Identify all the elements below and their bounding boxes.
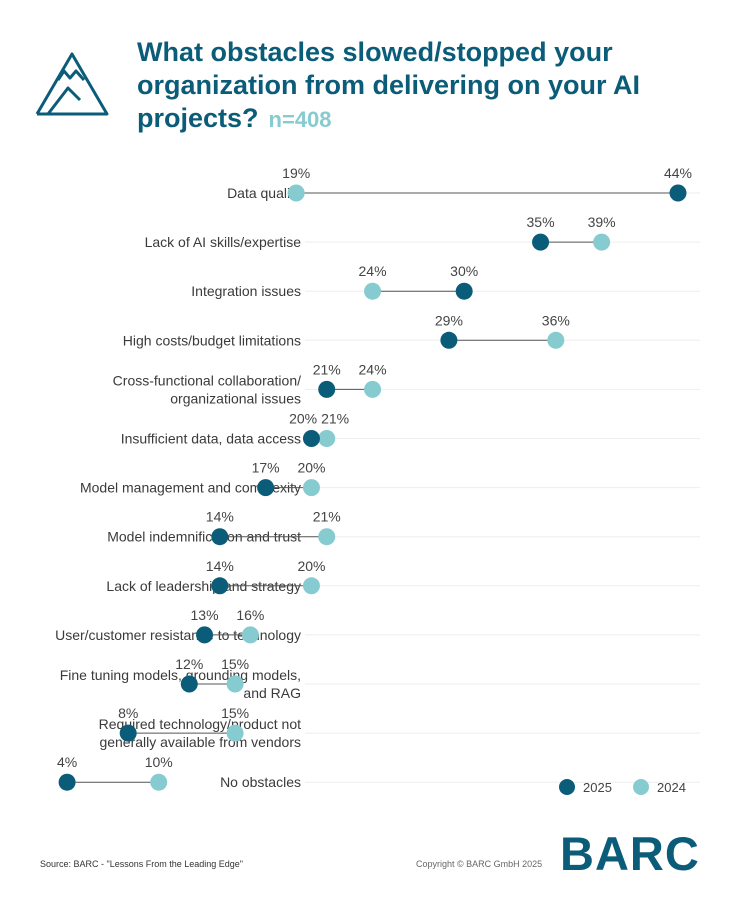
category-label: No obstacles [220, 774, 301, 790]
value-label-2024: 16% [236, 607, 264, 623]
value-label-2024: 10% [145, 754, 173, 770]
value-label-2025: 21% [313, 361, 341, 377]
category-label: User/customer resistance to technology [55, 627, 301, 643]
category-label: Model indemnification and trust [107, 529, 301, 545]
dot-plot-chart: Data quality 44% 19% Lack of AI skills/expe… [55, 165, 700, 795]
dot-2025 [119, 724, 137, 742]
barc-logo: BARC [560, 827, 700, 880]
category-label: Data quality [227, 185, 301, 201]
dot-2024 [547, 331, 565, 349]
value-label-2025: 8% [118, 705, 138, 721]
category-label: Cross-functional collaboration/organizat… [113, 372, 301, 406]
dot-2025 [532, 233, 550, 251]
value-label-2025: 29% [435, 312, 463, 328]
category-label: Fine tuning models, grounding models, and… [60, 667, 301, 701]
category-label: Lack of leadership and strategy [106, 578, 301, 594]
value-label-2024: 36% [542, 312, 570, 328]
dot-2025 [302, 430, 320, 447]
dot-2025 [211, 577, 229, 595]
dot-2025 [196, 626, 214, 644]
dot-2025 [669, 184, 687, 202]
dot-2025 [211, 528, 229, 546]
legend-dot-2025 [559, 779, 575, 795]
dot-2025 [58, 773, 76, 791]
value-label-2024: 24% [359, 361, 387, 377]
dot-2024 [364, 282, 382, 300]
dot-2025 [318, 380, 336, 398]
category-label: High costs/budget limitations [123, 332, 301, 348]
dot-2025 [440, 331, 458, 349]
copyright-note: Copyright © BARC GmbH 2025 [416, 859, 543, 869]
value-label-2025: 17% [252, 460, 280, 476]
value-label-2025: 44% [664, 165, 692, 181]
dot-2024 [593, 233, 611, 251]
title-text: What obstacles slowed/stopped your organ… [137, 37, 641, 133]
mountain-logo-icon [35, 52, 109, 116]
dot-2024 [150, 773, 168, 791]
source-note: Source: BARC - "Lessons From the Leading… [40, 859, 243, 869]
value-label-2024: 15% [221, 656, 249, 672]
legend-dot-2024 [633, 779, 649, 795]
value-label-2024: 21% [321, 411, 349, 427]
legend-label-2024: 2024 [657, 780, 686, 795]
category-label: Insufficient data, data access [121, 431, 301, 447]
legend-label-2025: 2025 [583, 780, 612, 795]
value-label-2025: 14% [206, 558, 234, 574]
value-label-2025: 35% [527, 214, 555, 230]
dot-2024 [318, 430, 336, 447]
category-label: Required technology/product not generally… [99, 716, 301, 750]
dot-2024 [287, 184, 305, 202]
value-label-2025: 13% [191, 607, 219, 623]
value-label-2024: 15% [221, 705, 249, 721]
dot-2024 [226, 724, 244, 742]
value-label-2025: 14% [206, 509, 234, 525]
dot-2024 [302, 577, 320, 595]
value-label-2024: 20% [297, 558, 325, 574]
dot-2024 [364, 380, 382, 398]
dot-2025 [257, 479, 275, 497]
category-label: Integration issues [191, 283, 301, 299]
dot-2024 [318, 528, 336, 546]
value-label-2024: 39% [588, 214, 616, 230]
dot-2024 [226, 675, 244, 693]
value-label-2025: 4% [57, 754, 77, 770]
value-label-2025: 20% [289, 411, 317, 427]
value-label-2025: 30% [450, 263, 478, 279]
value-label-2024: 19% [282, 165, 310, 181]
dot-2025 [180, 675, 198, 693]
category-label: Model management and complexity [80, 480, 301, 496]
sample-size: n=408 [268, 107, 332, 132]
dot-2024 [241, 626, 259, 644]
value-label-2024: 24% [359, 263, 387, 279]
category-label: Lack of AI skills/expertise [145, 234, 302, 250]
value-label-2024: 20% [297, 460, 325, 476]
value-label-2025: 12% [175, 656, 203, 672]
dot-2024 [302, 479, 320, 497]
dot-2025 [455, 282, 473, 300]
page-title: What obstacles slowed/stopped your organ… [137, 36, 697, 136]
value-label-2024: 21% [313, 509, 341, 525]
